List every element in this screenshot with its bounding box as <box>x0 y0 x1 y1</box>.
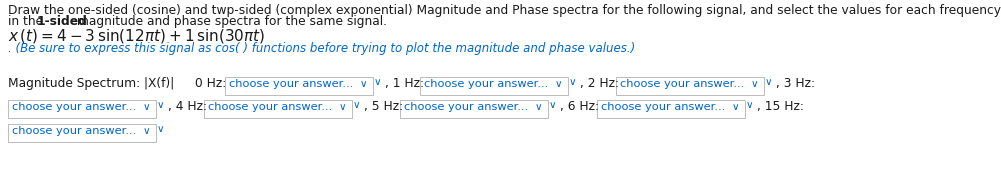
Text: ∨: ∨ <box>157 100 164 110</box>
FancyBboxPatch shape <box>597 100 745 118</box>
Text: Magnitude Spectrum: |X(f)|: Magnitude Spectrum: |X(f)| <box>8 77 174 90</box>
Text: ∨: ∨ <box>535 102 543 112</box>
FancyBboxPatch shape <box>400 100 548 118</box>
Text: choose your answer...: choose your answer... <box>12 102 136 112</box>
Text: . (Be sure to express this signal as cos( ) functions before trying to plot the : . (Be sure to express this signal as cos… <box>8 42 636 55</box>
Text: 1-sided: 1-sided <box>37 15 88 28</box>
Text: choose your answer...: choose your answer... <box>601 102 726 112</box>
Text: 0 Hz:: 0 Hz: <box>195 77 226 90</box>
Text: ∨: ∨ <box>339 102 346 112</box>
FancyBboxPatch shape <box>8 100 156 118</box>
Text: ∨: ∨ <box>157 124 164 134</box>
Text: ∨: ∨ <box>143 126 150 136</box>
Text: ∨: ∨ <box>555 79 563 89</box>
Text: ∨: ∨ <box>746 100 754 110</box>
FancyBboxPatch shape <box>225 77 373 95</box>
Text: ∨: ∨ <box>569 77 577 87</box>
Text: ∨: ∨ <box>353 100 360 110</box>
FancyBboxPatch shape <box>204 100 352 118</box>
FancyBboxPatch shape <box>8 124 156 142</box>
Text: $x\,(t) = 4 - 3\,\sin(12\pi t) + 1\,\sin(30\pi t)$: $x\,(t) = 4 - 3\,\sin(12\pi t) + 1\,\sin… <box>8 27 265 45</box>
Text: choose your answer...: choose your answer... <box>208 102 332 112</box>
FancyBboxPatch shape <box>420 77 568 95</box>
Text: Draw the one-sided (cosine) and twp-sided (complex exponential) Magnitude and Ph: Draw the one-sided (cosine) and twp-side… <box>8 4 1001 17</box>
Text: ∨: ∨ <box>374 77 381 87</box>
Text: in the: in the <box>8 15 47 28</box>
Text: ∨: ∨ <box>360 79 367 89</box>
Text: , 5 Hz:: , 5 Hz: <box>364 100 403 113</box>
Text: , 2 Hz:: , 2 Hz: <box>580 77 619 90</box>
Text: magnitude and phase spectra for the same signal.: magnitude and phase spectra for the same… <box>73 15 387 28</box>
Text: choose your answer...: choose your answer... <box>229 79 353 89</box>
Text: , 4 Hz:: , 4 Hz: <box>168 100 207 113</box>
Text: choose your answer...: choose your answer... <box>620 79 745 89</box>
Text: , 6 Hz:: , 6 Hz: <box>560 100 599 113</box>
Text: , 3 Hz:: , 3 Hz: <box>776 77 815 90</box>
FancyBboxPatch shape <box>616 77 764 95</box>
Text: ∨: ∨ <box>751 79 759 89</box>
Text: choose your answer...: choose your answer... <box>404 102 529 112</box>
Text: ∨: ∨ <box>143 102 150 112</box>
Text: , 15 Hz:: , 15 Hz: <box>757 100 804 113</box>
Text: ∨: ∨ <box>549 100 557 110</box>
Text: ∨: ∨ <box>732 102 740 112</box>
Text: ∨: ∨ <box>765 77 773 87</box>
Text: choose your answer...: choose your answer... <box>424 79 549 89</box>
Text: choose your answer...: choose your answer... <box>12 126 136 136</box>
Text: , 1 Hz:: , 1 Hz: <box>385 77 424 90</box>
